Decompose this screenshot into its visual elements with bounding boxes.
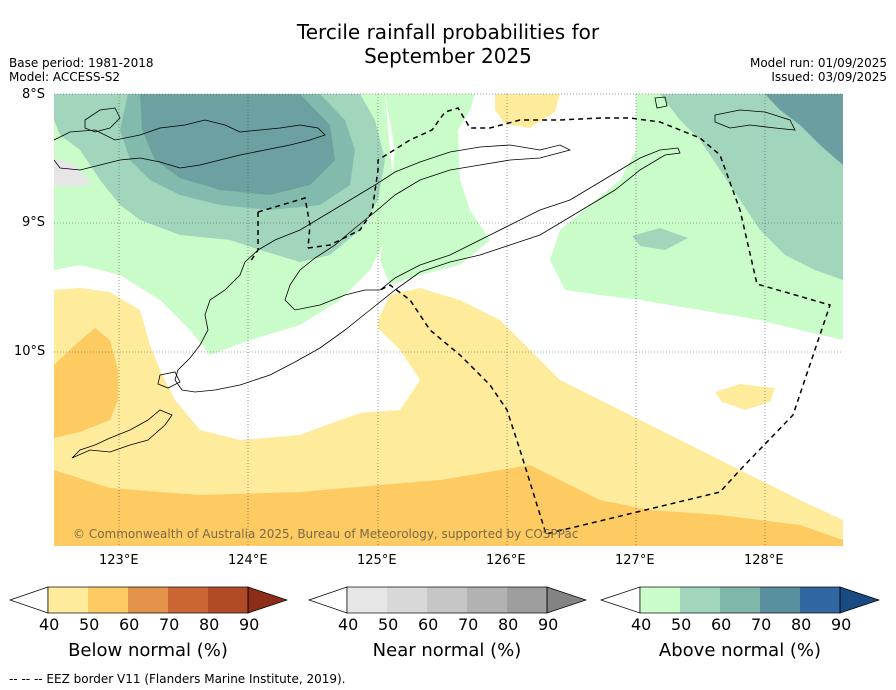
flores-coastline	[54, 119, 326, 171]
cbar-near-80-90	[507, 587, 547, 613]
below-normal-60-west	[54, 328, 118, 438]
colorbar-near-normal	[307, 586, 588, 614]
cbar-below-40-50	[48, 587, 88, 613]
cbar-below-60-70	[128, 587, 168, 613]
alor-coastline	[84, 107, 121, 133]
above-normal-70-west-dark	[140, 94, 335, 195]
cbar-below-label: Below normal (%)	[68, 640, 228, 661]
semau-coastline	[157, 371, 181, 389]
cbar-above-tick: 90	[831, 615, 852, 634]
cbar-above-min-arrow	[599, 586, 641, 614]
cbar-above-50-60	[680, 587, 720, 613]
cbar-below-max-arrow	[247, 586, 289, 614]
title-line-2: September 2025	[364, 44, 532, 68]
above-normal-60-patch	[632, 228, 688, 250]
cbar-near-50-60	[387, 587, 427, 613]
above-normal-60-east	[660, 94, 843, 280]
cbar-near-max-arrow	[546, 586, 588, 614]
cbar-near-tick: 60	[418, 615, 439, 634]
base-period-text: Base period: 1981-2018	[9, 56, 154, 70]
cbar-above-40-50	[640, 587, 680, 613]
cbar-near-tick: 80	[498, 615, 519, 634]
cbar-above-80-90	[800, 587, 840, 613]
cbar-above-60-70	[720, 587, 760, 613]
cbar-near-min-arrow	[307, 586, 348, 614]
issued-text: Issued: 03/09/2025	[771, 70, 887, 84]
cbar-below-tick: 60	[119, 615, 140, 634]
timor-coastline	[174, 144, 681, 393]
cbar-above-tick: 60	[711, 615, 732, 634]
lat-label-8s: 8°S	[22, 87, 46, 102]
cbar-near-70-80	[467, 587, 507, 613]
eez-footer-note: -- -- -- EEZ border V11 (Flanders Marine…	[9, 672, 346, 686]
cbar-above-tick: 40	[631, 615, 652, 634]
lat-label-10s: 10°S	[14, 344, 46, 359]
neutral-carveout	[200, 330, 420, 415]
cbar-below-70-80	[168, 587, 208, 613]
wetar-coastline	[714, 109, 796, 131]
lat-label-9s: 9°S	[22, 215, 46, 230]
cbar-above-label: Above normal (%)	[658, 640, 822, 661]
meta-left: Base period: 1981-2018 Model: ACCESS-S2	[9, 56, 154, 84]
cbar-below-min-arrow	[8, 586, 49, 614]
model-run-text: Model run: 01/09/2025	[749, 56, 887, 70]
colorbar-below-normal	[8, 586, 289, 614]
lon-label-126e: 126°E	[486, 553, 526, 568]
cbar-above-tick: 80	[791, 615, 812, 634]
title-line-1: Tercile rainfall probabilities for	[296, 20, 600, 44]
below-normal-50-patch-east	[715, 384, 775, 410]
cbar-below-tick: 40	[39, 615, 60, 634]
lon-label-127e: 127°E	[615, 553, 655, 568]
cbar-below-tick: 70	[159, 615, 180, 634]
above-normal-70-east	[765, 94, 843, 165]
lon-label-123e: 123°E	[99, 553, 139, 568]
cbar-near-40-50	[347, 587, 387, 613]
cbar-below-tick: 90	[239, 615, 260, 634]
cbar-near-label: Near normal (%)	[372, 640, 522, 661]
cbar-below-tick: 80	[199, 615, 220, 634]
cbar-above-70-80	[760, 587, 800, 613]
atauro-coastline	[654, 96, 668, 109]
cbar-near-tick: 50	[378, 615, 399, 634]
colorbars	[8, 586, 881, 614]
cbar-below-50-60	[88, 587, 128, 613]
lon-label-128e: 128°E	[744, 553, 784, 568]
eez-border	[249, 107, 831, 535]
cbar-near-tick: 40	[338, 615, 359, 634]
probability-fields	[54, 94, 843, 546]
near-normal-patch	[54, 158, 92, 186]
cbar-near-tick: 90	[538, 615, 559, 634]
below-normal-50-region	[54, 288, 843, 546]
cbar-above-tick: 70	[751, 615, 772, 634]
cbar-near-tick: 70	[458, 615, 479, 634]
copyright-text: © Commonwealth of Australia 2025, Bureau…	[73, 527, 579, 541]
lon-label-125e: 125°E	[357, 553, 397, 568]
cbar-below-tick: 50	[79, 615, 100, 634]
eez-border-west	[249, 107, 831, 535]
cbar-near-60-70	[427, 587, 467, 613]
cbar-above-max-arrow	[839, 586, 881, 614]
colorbar-above-normal	[599, 586, 881, 614]
cbar-above-tick: 50	[671, 615, 692, 634]
meta-right: Model run: 01/09/2025 Issued: 03/09/2025	[750, 56, 887, 84]
coastlines	[54, 96, 796, 459]
map-title: Tercile rainfall probabilities for Septe…	[0, 20, 896, 68]
lon-label-124e: 124°E	[228, 553, 268, 568]
cbar-below-80-90	[208, 587, 248, 613]
rote-coastline	[71, 409, 173, 459]
below-normal-60-region	[54, 465, 843, 546]
model-text: Model: ACCESS-S2	[9, 70, 121, 84]
below-normal-50-patch-north	[495, 94, 560, 128]
